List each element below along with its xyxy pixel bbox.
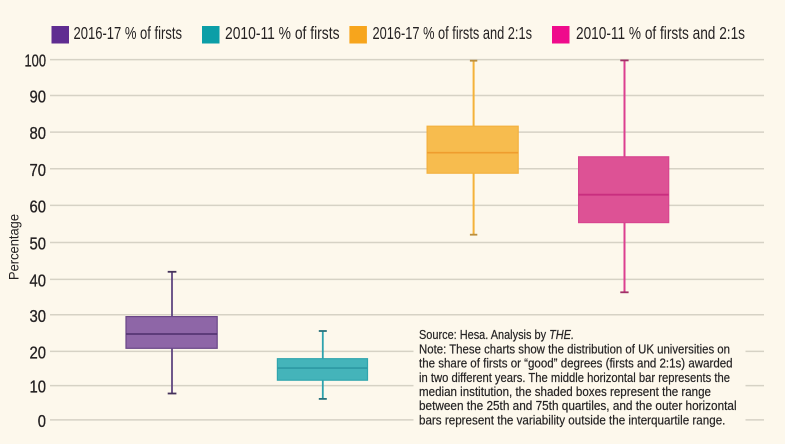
svg-text:2010-11 % of firsts and 2:1s: 2010-11 % of firsts and 2:1s (576, 23, 745, 43)
svg-text:60: 60 (30, 196, 47, 216)
svg-text:100: 100 (25, 51, 47, 71)
svg-text:0: 0 (38, 411, 46, 431)
svg-text:the share of firsts or “good”: the share of firsts or “good” degrees (f… (419, 357, 733, 371)
svg-text:90: 90 (30, 87, 47, 107)
svg-text:70: 70 (30, 160, 47, 180)
svg-text:Percentage: Percentage (6, 214, 22, 280)
svg-text:median institution, the shaded: median institution, the shaded boxes rep… (419, 385, 711, 399)
svg-text:80: 80 (30, 123, 47, 143)
svg-text:Note: These charts show the di: Note: These charts show the distribution… (419, 342, 730, 356)
svg-text:30: 30 (30, 306, 47, 326)
svg-text:2016-17 % of firsts and 2:1s: 2016-17 % of firsts and 2:1s (373, 23, 533, 43)
svg-text:50: 50 (30, 234, 47, 254)
svg-text:2010-11 % of firsts: 2010-11 % of firsts (225, 23, 340, 43)
svg-text:20: 20 (30, 342, 47, 362)
svg-text:in two different years. The mi: in two different years. The middle horiz… (419, 371, 730, 385)
svg-text:bars represent the variability: bars represent the variability outside t… (419, 413, 725, 427)
svg-text:10: 10 (30, 377, 47, 397)
svg-text:40: 40 (30, 270, 47, 290)
svg-text:2016-17 % of firsts: 2016-17 % of firsts (74, 23, 183, 43)
svg-text:Source: Hesa. Analysis by THE.: Source: Hesa. Analysis by THE. (419, 328, 574, 342)
svg-text:between the 25th and 75th quar: between the 25th and 75th quartiles, and… (419, 399, 737, 413)
